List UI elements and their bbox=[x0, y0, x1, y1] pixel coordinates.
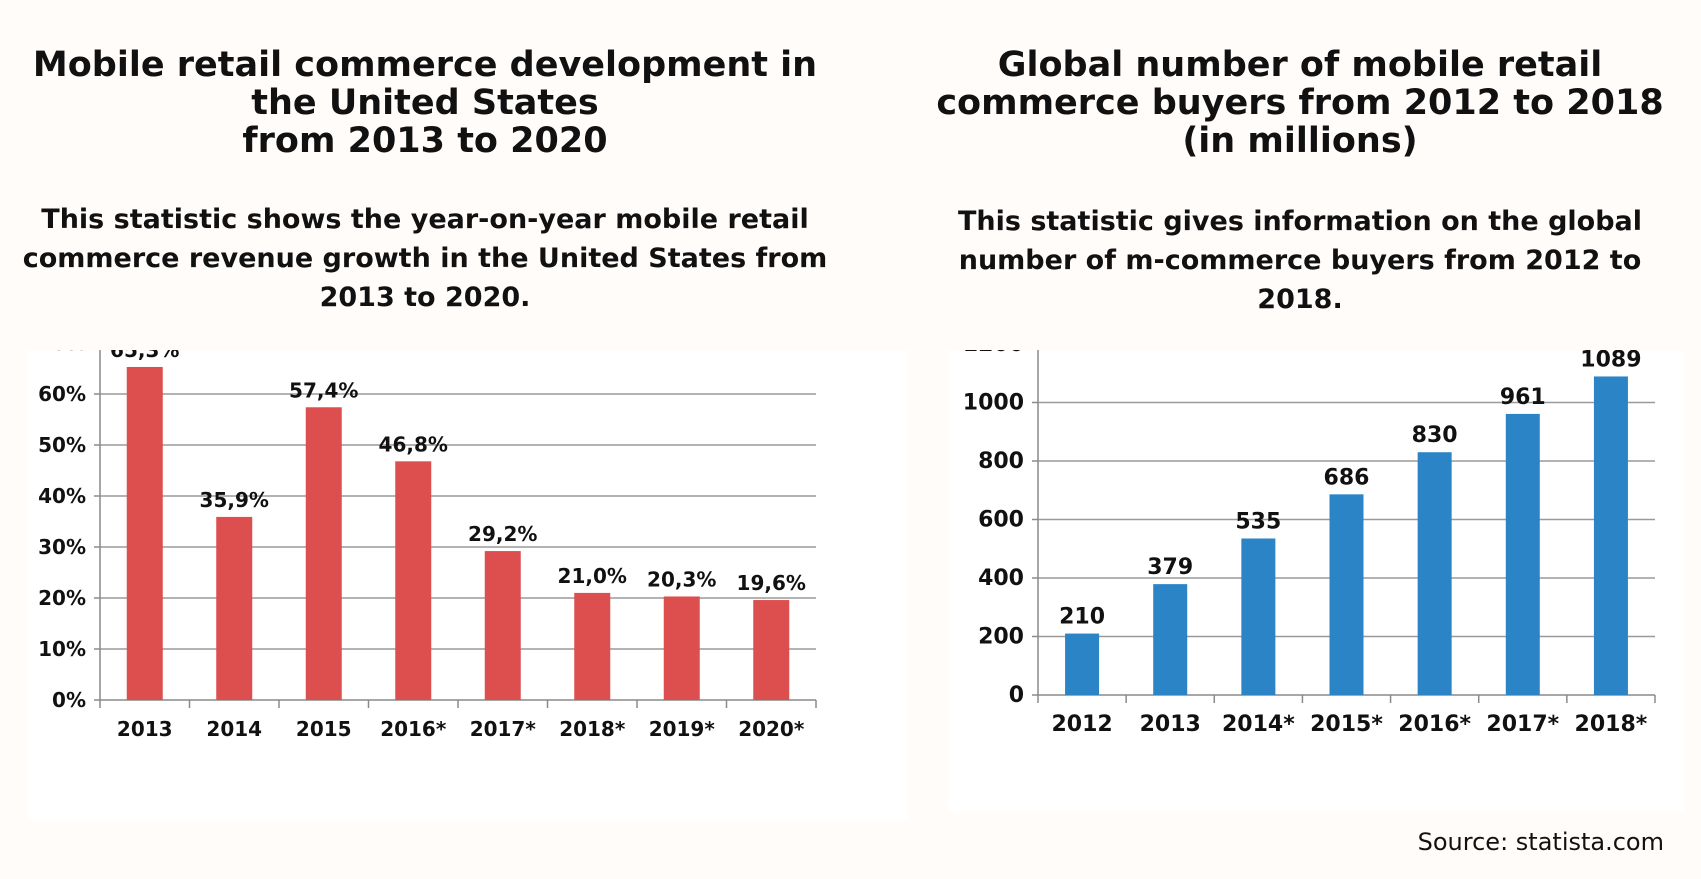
bar bbox=[663, 596, 700, 700]
y-tick-label: 800 bbox=[978, 449, 1024, 474]
bar bbox=[395, 461, 432, 700]
data-label: 535 bbox=[1235, 510, 1281, 535]
buyers-bar-chart: 0 200 400 600 800 1000 1200 210 2012 379 2013 535 20… bbox=[963, 332, 1656, 737]
bar bbox=[305, 407, 342, 700]
y-tick-label: 600 bbox=[978, 508, 1024, 533]
y-tick-label: 10% bbox=[38, 637, 86, 661]
x-tick-label: 2013 bbox=[1140, 712, 1201, 737]
data-label: 29,2% bbox=[468, 522, 537, 546]
y-tick-label: 30% bbox=[38, 535, 86, 559]
data-label: 686 bbox=[1324, 465, 1370, 490]
x-tick-label: 2019* bbox=[649, 717, 716, 741]
left-chart-title: Mobile retail commerce development in th… bbox=[32, 45, 818, 161]
bar bbox=[216, 516, 253, 700]
data-label: 379 bbox=[1147, 555, 1193, 580]
bar bbox=[1153, 584, 1188, 695]
y-tick-label: 1000 bbox=[963, 391, 1024, 416]
data-label: 35,9% bbox=[200, 488, 269, 512]
data-label: 21,0% bbox=[558, 564, 627, 588]
data-label: 210 bbox=[1059, 605, 1105, 630]
y-tick-label: 50% bbox=[38, 433, 86, 457]
bar bbox=[1593, 376, 1628, 695]
data-label: 65,3% bbox=[110, 350, 179, 362]
bar bbox=[1241, 538, 1276, 695]
x-tick-label: 2017* bbox=[470, 717, 537, 741]
x-tick-label: 2014* bbox=[1222, 712, 1295, 737]
x-tick-label: 2018* bbox=[559, 717, 626, 741]
x-tick-label: 2015 bbox=[296, 717, 352, 741]
bar bbox=[126, 366, 163, 700]
x-tick-label: 2014 bbox=[206, 717, 262, 741]
y-tick-label: 0% bbox=[52, 688, 86, 712]
data-label: 19,6% bbox=[737, 571, 806, 595]
data-label: 961 bbox=[1500, 385, 1546, 410]
left-chart-subtitle: This statistic shows the year-on-year mo… bbox=[22, 204, 828, 313]
bar bbox=[484, 551, 521, 700]
x-tick-label: 2012 bbox=[1051, 712, 1112, 737]
x-tick-label: 2020* bbox=[738, 717, 805, 741]
data-label: 1089 bbox=[1580, 350, 1641, 372]
y-tick-label: 200 bbox=[978, 625, 1024, 650]
left-chart-area: 0% 10% 20% 30% 40% 50% 60% 70% 65,3% 2013 35,9% 201… bbox=[28, 331, 908, 820]
right-chart-area: 0 200 400 600 800 1000 1200 210 2012 379 2013 535 20… bbox=[948, 332, 1683, 812]
bar bbox=[753, 600, 790, 700]
data-label: 830 bbox=[1412, 423, 1458, 448]
x-tick-label: 2017* bbox=[1486, 712, 1559, 737]
source-credit: Source: statista.com bbox=[1417, 828, 1664, 856]
y-tick-label: 20% bbox=[38, 586, 86, 610]
data-label: 20,3% bbox=[647, 567, 716, 591]
data-label: 57,4% bbox=[289, 378, 358, 402]
bar bbox=[574, 592, 611, 700]
x-tick-label: 2016* bbox=[380, 717, 447, 741]
right-chart-subtitle: This statistic gives information on the … bbox=[957, 206, 1643, 315]
y-tick-label: 40% bbox=[38, 484, 86, 508]
bar bbox=[1329, 494, 1364, 695]
y-tick-label: 70% bbox=[38, 350, 86, 355]
right-chart-title: Global number of mobile retail commerce … bbox=[936, 45, 1664, 161]
bar bbox=[1505, 413, 1540, 695]
y-tick-label: 1200 bbox=[963, 350, 1024, 357]
data-label: 46,8% bbox=[379, 432, 448, 456]
x-tick-label: 2018* bbox=[1575, 712, 1648, 737]
y-tick-label: 60% bbox=[38, 382, 86, 406]
x-tick-label: 2015* bbox=[1310, 712, 1383, 737]
bar bbox=[1417, 452, 1452, 695]
x-tick-label: 2013 bbox=[117, 717, 173, 741]
y-tick-label: 0 bbox=[1009, 683, 1024, 708]
x-tick-label: 2016* bbox=[1398, 712, 1471, 737]
bar bbox=[1065, 633, 1100, 695]
y-tick-label: 400 bbox=[978, 566, 1024, 591]
revenue-growth-bar-chart: 0% 10% 20% 30% 40% 50% 60% 70% 65,3% 2013 35,9% 201… bbox=[38, 331, 817, 741]
